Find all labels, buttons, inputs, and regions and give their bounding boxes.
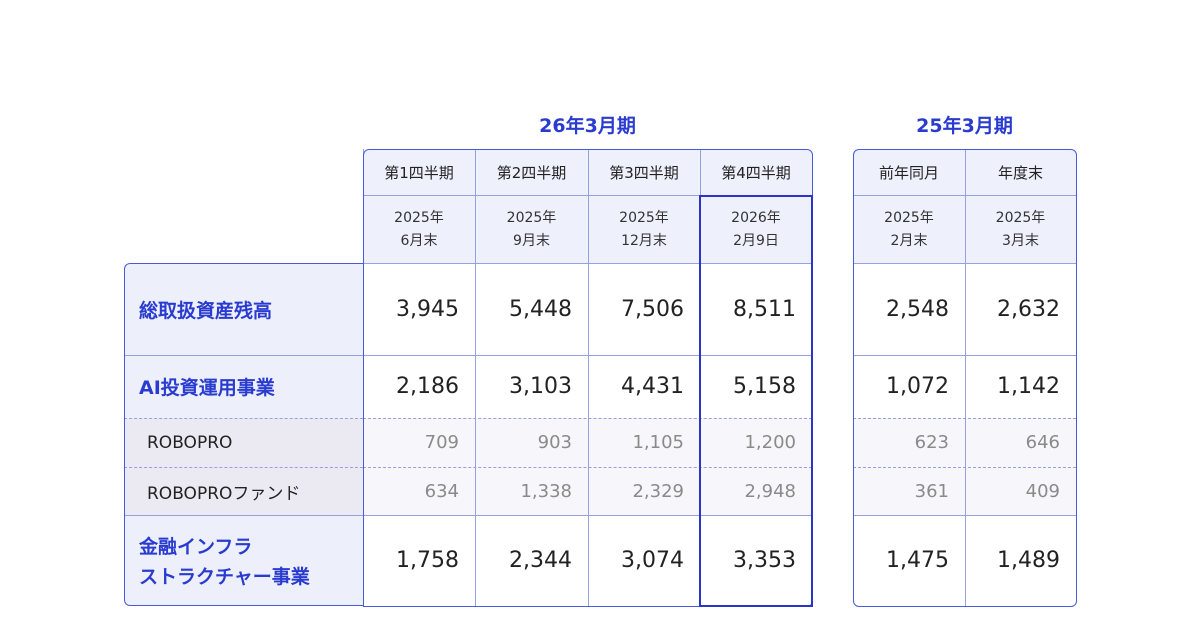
value-cell: 1,758 bbox=[396, 548, 459, 573]
grid-line bbox=[853, 355, 1076, 356]
column-period: 第3四半期 bbox=[609, 163, 679, 182]
column-date: 2月末 bbox=[890, 233, 928, 249]
value-cell: 3,353 bbox=[733, 548, 796, 573]
value-cell: 7,506 bbox=[621, 296, 684, 322]
sub-value-cell: 2,948 bbox=[744, 480, 796, 502]
sub-value-cell: 903 bbox=[537, 432, 572, 453]
sub-row-label: ROBOPRO bbox=[147, 432, 233, 453]
value-cell: 8,511 bbox=[733, 296, 796, 322]
column-date: 2025年 bbox=[995, 210, 1046, 226]
value-cell: 2,344 bbox=[509, 548, 572, 573]
grid-line bbox=[588, 149, 589, 606]
sub-label-bg bbox=[125, 467, 363, 515]
header-bg bbox=[363, 149, 812, 263]
grid-line bbox=[363, 418, 812, 419]
column-date: 9月末 bbox=[513, 233, 550, 249]
grid-line bbox=[124, 355, 363, 356]
sub-value-cell: 409 bbox=[1025, 480, 1060, 502]
grid-line bbox=[363, 263, 812, 264]
sub-row-bg bbox=[853, 467, 1076, 515]
grid-line bbox=[853, 418, 1076, 419]
value-cell: 1,489 bbox=[997, 548, 1060, 573]
column-period: 第4四半期 bbox=[721, 163, 791, 182]
row-label: ストラクチャー事業 bbox=[139, 566, 310, 588]
grid-line bbox=[853, 263, 1076, 264]
sub-row-bg bbox=[363, 467, 812, 515]
value-cell: 1,475 bbox=[886, 548, 949, 573]
value-cell: 4,431 bbox=[621, 374, 684, 399]
grid-line bbox=[363, 515, 812, 516]
column-period: 第1四半期 bbox=[384, 163, 454, 182]
value-cell: 5,448 bbox=[509, 296, 572, 322]
column-date: 2025年 bbox=[394, 210, 444, 226]
sub-row-bg bbox=[853, 418, 1076, 467]
group-box bbox=[853, 149, 1077, 607]
column-date: 2月9日 bbox=[733, 233, 779, 249]
column-date: 2025年 bbox=[506, 210, 557, 226]
column-date: 2025年 bbox=[884, 210, 934, 226]
row-label: 金融インフラ bbox=[139, 536, 253, 558]
label-box bbox=[124, 263, 364, 606]
grid-line bbox=[363, 467, 812, 468]
highlight-column bbox=[699, 195, 813, 607]
sub-value-cell: 361 bbox=[914, 480, 949, 502]
grid-line bbox=[124, 418, 363, 419]
sub-value-cell: 623 bbox=[914, 432, 949, 453]
group-title: 26年3月期 bbox=[539, 114, 636, 137]
sub-value-cell: 634 bbox=[424, 480, 459, 502]
sub-label-bg bbox=[125, 418, 363, 467]
column-date: 6月末 bbox=[400, 233, 438, 249]
header-bg bbox=[853, 149, 1076, 263]
value-cell: 2,632 bbox=[997, 296, 1060, 322]
column-period: 年度末 bbox=[997, 163, 1043, 182]
sub-value-cell: 1,200 bbox=[744, 432, 796, 453]
sub-value-cell: 709 bbox=[424, 432, 459, 453]
value-cell: 1,142 bbox=[997, 374, 1060, 399]
column-period: 第2四半期 bbox=[496, 163, 567, 182]
value-cell: 3,945 bbox=[396, 296, 459, 322]
grid-line bbox=[965, 149, 966, 606]
column-date: 2025年 bbox=[619, 210, 669, 226]
row-label: AI投資運用事業 bbox=[139, 377, 275, 399]
value-cell: 3,103 bbox=[509, 374, 572, 399]
value-cell: 3,074 bbox=[621, 548, 684, 573]
grid-line bbox=[363, 355, 812, 356]
sub-row-bg bbox=[363, 418, 812, 467]
column-period: 前年同月 bbox=[878, 163, 939, 182]
value-cell: 5,158 bbox=[733, 374, 796, 399]
column-date: 12月末 bbox=[621, 233, 667, 249]
group-title: 25年3月期 bbox=[916, 114, 1013, 137]
sub-value-cell: 646 bbox=[1025, 432, 1060, 453]
sub-value-cell: 1,338 bbox=[520, 480, 572, 502]
value-cell: 2,548 bbox=[886, 296, 949, 322]
grid-line bbox=[363, 195, 812, 196]
sub-row-label: ROBOPROファンド bbox=[147, 483, 301, 504]
column-date: 2026年 bbox=[731, 210, 781, 226]
value-cell: 1,072 bbox=[886, 374, 949, 399]
grid-line bbox=[124, 467, 363, 468]
sub-value-cell: 2,329 bbox=[632, 480, 684, 502]
value-cell: 2,186 bbox=[396, 374, 459, 399]
grid-line bbox=[475, 149, 476, 606]
sub-value-cell: 1,105 bbox=[632, 432, 684, 453]
column-date: 3月末 bbox=[1002, 233, 1039, 249]
grid-line bbox=[853, 195, 1076, 196]
grid-line bbox=[853, 515, 1076, 516]
grid-line bbox=[124, 515, 363, 516]
grid-line bbox=[853, 467, 1076, 468]
row-label: 総取扱資産残高 bbox=[139, 299, 273, 322]
